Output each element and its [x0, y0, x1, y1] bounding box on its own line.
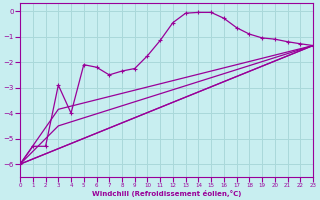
X-axis label: Windchill (Refroidissement éolien,°C): Windchill (Refroidissement éolien,°C) [92, 190, 241, 197]
